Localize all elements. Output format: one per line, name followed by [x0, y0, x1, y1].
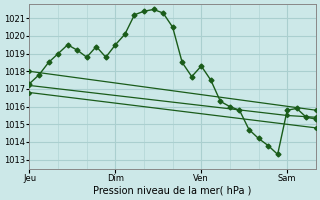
X-axis label: Pression niveau de la mer( hPa ): Pression niveau de la mer( hPa )	[93, 186, 252, 196]
